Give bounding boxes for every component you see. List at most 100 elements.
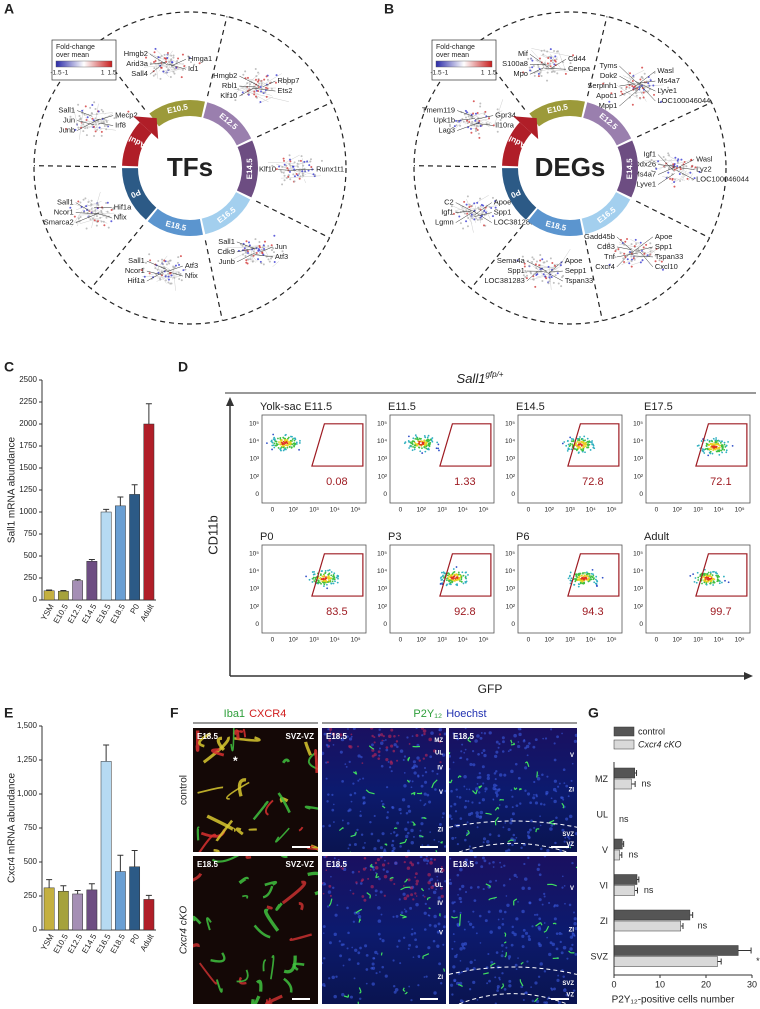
nucleus bbox=[396, 740, 398, 742]
nucleus bbox=[509, 749, 511, 751]
network-node bbox=[167, 261, 169, 263]
nucleus bbox=[331, 809, 334, 812]
event bbox=[312, 581, 314, 583]
nucleus bbox=[411, 933, 414, 936]
network-node bbox=[632, 76, 634, 78]
nucleus bbox=[468, 813, 471, 816]
x-tick-label: 10 bbox=[655, 979, 665, 989]
bar bbox=[129, 494, 139, 600]
network-node bbox=[271, 88, 273, 90]
gene-label: Runx1t1 bbox=[316, 165, 344, 174]
event bbox=[571, 438, 573, 440]
nucleus bbox=[434, 858, 436, 860]
x-tick-label: 10³ bbox=[693, 507, 703, 514]
row-label: Cxcr4 cKO bbox=[179, 906, 190, 955]
network-node bbox=[478, 133, 480, 135]
nucleus bbox=[328, 977, 330, 979]
network-node bbox=[271, 249, 273, 251]
network-node bbox=[260, 262, 262, 264]
event bbox=[711, 576, 713, 578]
nucleus bbox=[571, 862, 573, 864]
nucleus bbox=[526, 960, 528, 962]
nucleus bbox=[460, 901, 463, 904]
network-node bbox=[281, 171, 283, 173]
y-tick-label: 1500 bbox=[19, 463, 37, 472]
network-node bbox=[549, 63, 551, 65]
y-tick-label: V bbox=[602, 845, 608, 855]
network-node bbox=[79, 202, 81, 204]
network-node bbox=[620, 252, 622, 254]
gene-label: Sall1 bbox=[58, 106, 75, 115]
nucleus bbox=[376, 972, 378, 974]
nucleus bbox=[348, 847, 350, 849]
nucleus bbox=[385, 975, 388, 978]
network-node bbox=[299, 178, 301, 180]
nucleus bbox=[379, 971, 381, 973]
network-edge bbox=[99, 128, 102, 130]
nucleus bbox=[556, 932, 559, 935]
nucleus bbox=[410, 829, 413, 832]
nucleus bbox=[424, 928, 427, 931]
network-node bbox=[85, 205, 87, 207]
network-node bbox=[531, 256, 533, 258]
gene-pointer bbox=[457, 118, 475, 120]
nucleus bbox=[455, 788, 457, 790]
nucleus bbox=[537, 775, 539, 777]
nucleus bbox=[512, 806, 514, 808]
nucleus bbox=[561, 951, 564, 954]
y-tick-label: UL bbox=[596, 810, 608, 820]
network-edge bbox=[142, 277, 177, 278]
nucleus bbox=[396, 746, 399, 749]
left-header: Iba1CXCR4 bbox=[224, 708, 287, 720]
y-tick-label: 10³ bbox=[378, 456, 388, 463]
event bbox=[327, 570, 329, 572]
network-node bbox=[551, 276, 553, 278]
event bbox=[424, 436, 426, 438]
y-tick-label: 10⁴ bbox=[249, 568, 259, 575]
event bbox=[418, 446, 420, 448]
nucleus bbox=[371, 885, 374, 888]
gene-label: Tspan33 bbox=[565, 276, 593, 285]
event bbox=[450, 575, 452, 577]
network-node bbox=[246, 82, 248, 84]
event bbox=[327, 574, 329, 576]
nucleus bbox=[329, 941, 332, 944]
event bbox=[579, 436, 581, 438]
nucleus bbox=[370, 869, 372, 871]
bar bbox=[614, 921, 681, 931]
x-tick-label: 0 bbox=[399, 507, 403, 514]
nucleus bbox=[393, 831, 395, 833]
gate-value: 99.7 bbox=[710, 606, 731, 618]
nucleus bbox=[407, 832, 410, 835]
stain: Hoechst bbox=[446, 708, 486, 720]
y-tick-label: 10² bbox=[634, 603, 644, 610]
network-node bbox=[468, 121, 470, 123]
nucleus bbox=[542, 904, 544, 906]
nucleus bbox=[380, 741, 383, 744]
network-node bbox=[259, 101, 261, 103]
nucleus bbox=[483, 888, 485, 890]
network-node bbox=[643, 253, 645, 255]
network-node bbox=[650, 79, 652, 81]
y-tick-label: 1250 bbox=[19, 485, 37, 494]
x-tick-label: 10³ bbox=[437, 507, 447, 514]
network-node bbox=[473, 100, 475, 102]
event bbox=[294, 440, 296, 442]
nucleus bbox=[573, 912, 575, 914]
colorbar bbox=[56, 61, 112, 67]
gene-label: Ncor1 bbox=[125, 266, 145, 275]
nucleus bbox=[520, 847, 522, 849]
error-bar bbox=[681, 923, 683, 929]
event bbox=[279, 438, 281, 440]
panel-label: C bbox=[4, 359, 14, 375]
legend-title: Fold-change bbox=[56, 44, 95, 51]
network-node bbox=[92, 218, 94, 220]
legend-label: control bbox=[638, 726, 665, 736]
event bbox=[712, 449, 714, 451]
nucleus bbox=[457, 894, 459, 896]
nucleus bbox=[430, 878, 433, 881]
error-bar bbox=[117, 855, 123, 871]
y-tick-label: 10⁵ bbox=[633, 551, 643, 558]
nucleus bbox=[377, 757, 380, 760]
x-tick-label: P0 bbox=[128, 602, 141, 615]
